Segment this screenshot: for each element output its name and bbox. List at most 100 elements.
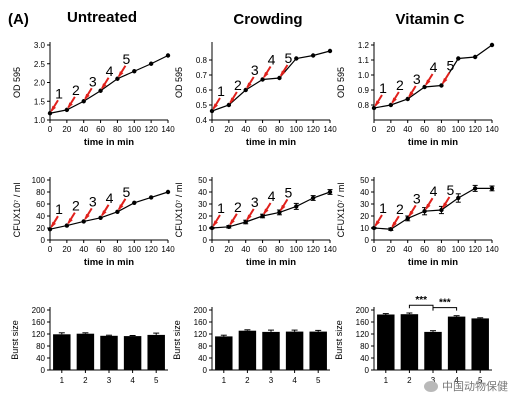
y-tick-label: 20 xyxy=(36,224,45,233)
y-tick-label: 160 xyxy=(194,318,208,327)
y-tick-label: 0.9 xyxy=(358,86,370,95)
chart-od-crowding: 0.4 0.5 0.6 0.7 0.8 OD 595 0 20 40 60 80 100 120 140 t… xyxy=(174,42,337,148)
x-tick-label: 40 xyxy=(79,245,88,254)
y-tick-label: 0.5 xyxy=(196,101,208,110)
annotation-label: 2 xyxy=(396,77,404,93)
significance-label: *** xyxy=(415,295,427,306)
panel-label: (A) xyxy=(8,11,29,28)
y-tick-label: 100 xyxy=(32,176,46,185)
x-tick-label: 20 xyxy=(62,125,71,134)
y-axis-label: OD 595 xyxy=(174,67,184,98)
significance-bracket xyxy=(432,307,458,311)
y-tick-label: 160 xyxy=(32,318,46,327)
category-label: 5 xyxy=(478,376,483,385)
x-tick-label: 120 xyxy=(144,245,158,254)
arrowhead xyxy=(279,70,286,77)
x-tick-label: 120 xyxy=(468,245,482,254)
annotation-label: 5 xyxy=(447,58,455,74)
annotation-label: 5 xyxy=(447,182,455,198)
y-tick-label: 0.8 xyxy=(196,56,208,65)
data-point xyxy=(226,102,232,108)
data-point xyxy=(439,83,444,88)
chart-od-untreated: 1.0 1.5 2.0 2.5 3.0 OD 595 0 20 40 60 80 100 120 140 t… xyxy=(12,41,175,148)
data-point xyxy=(165,53,171,58)
y-tick-label: 80 xyxy=(198,342,207,351)
data-point xyxy=(81,99,86,104)
category-label: 1 xyxy=(60,376,65,385)
x-tick-label: 140 xyxy=(161,245,175,254)
arrowhead xyxy=(441,202,448,209)
x-tick-label: 60 xyxy=(96,125,105,134)
data-point xyxy=(327,48,333,54)
annotation-label: 3 xyxy=(251,62,259,78)
arrowhead xyxy=(425,79,431,86)
category-label: 4 xyxy=(454,376,459,385)
data-point xyxy=(489,186,495,191)
category-label: 2 xyxy=(245,376,250,385)
data-point xyxy=(165,189,171,195)
annotation-label: 3 xyxy=(89,73,97,89)
arrowhead xyxy=(279,204,286,212)
y-tick-label: 3.0 xyxy=(34,41,46,50)
arrowhead xyxy=(246,214,252,221)
data-point xyxy=(98,215,103,220)
y-tick-label: 200 xyxy=(32,306,46,315)
data-point xyxy=(47,227,53,232)
data-point xyxy=(209,108,215,114)
x-tick-label: 60 xyxy=(258,125,267,134)
column-title-vitamin-c: Vitamin C xyxy=(396,11,465,28)
y-tick-label: 10 xyxy=(198,224,207,233)
x-axis-label: time in min xyxy=(84,137,134,148)
x-tick-label: 80 xyxy=(437,245,446,254)
bar xyxy=(447,316,466,370)
bar xyxy=(285,331,304,370)
data-point xyxy=(294,56,299,61)
arrowhead xyxy=(117,204,124,211)
y-tick-label: 1.0 xyxy=(34,116,46,125)
significance-label: *** xyxy=(439,298,451,309)
x-tick-label: 80 xyxy=(113,245,122,254)
arrowhead xyxy=(101,210,107,217)
annotation-label: 4 xyxy=(268,188,276,204)
y-tick-label: 80 xyxy=(360,342,369,351)
x-tick-label: 40 xyxy=(403,125,412,134)
x-tick-label: 120 xyxy=(306,125,320,134)
x-tick-label: 140 xyxy=(161,125,175,134)
y-tick-label: 0 xyxy=(203,236,208,245)
arrowhead xyxy=(374,220,380,227)
column-title-crowding: Crowding xyxy=(233,11,302,28)
bar xyxy=(262,331,280,370)
annotation-label: 1 xyxy=(379,80,387,96)
bar xyxy=(377,314,395,370)
arrowhead xyxy=(212,220,218,227)
arrowhead xyxy=(425,203,431,211)
x-tick-label: 0 xyxy=(210,125,215,134)
bar xyxy=(123,336,142,370)
data-point xyxy=(115,76,120,81)
x-tick-label: 20 xyxy=(224,125,233,134)
bar xyxy=(238,330,257,370)
x-tick-label: 80 xyxy=(437,125,446,134)
x-axis-label: time in min xyxy=(408,257,458,268)
y-tick-label: 0 xyxy=(41,366,46,375)
data-point xyxy=(260,213,265,219)
bar xyxy=(424,331,442,370)
arrowhead xyxy=(391,221,397,229)
annotation-label: 5 xyxy=(285,184,293,200)
arrowhead xyxy=(441,78,448,85)
arrowhead xyxy=(84,213,90,221)
annotation-label: 2 xyxy=(72,198,80,214)
data-point xyxy=(310,53,316,58)
x-tick-label: 100 xyxy=(128,125,142,134)
y-axis-label: CFUX10⁷ / ml xyxy=(12,183,22,238)
data-point xyxy=(371,105,377,111)
y-tick-label: 0.6 xyxy=(196,86,208,95)
y-tick-label: 120 xyxy=(32,330,46,339)
bar xyxy=(100,335,118,370)
data-point xyxy=(64,107,70,113)
category-label: 5 xyxy=(316,376,321,385)
y-tick-label: 40 xyxy=(360,354,369,363)
x-tick-label: 60 xyxy=(258,245,267,254)
